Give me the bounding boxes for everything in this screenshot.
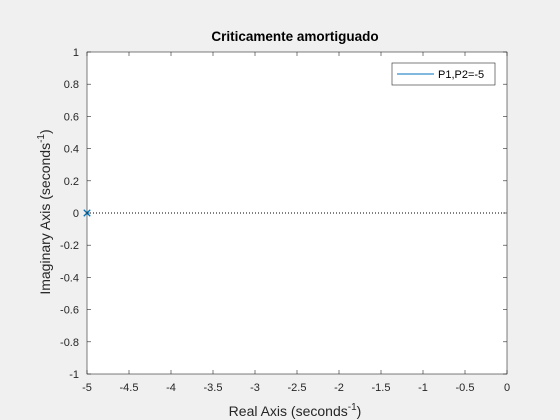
x-tick-label: 0 [504,382,510,394]
y-tick-label: 0.8 [64,79,79,91]
x-tick-label: -0.5 [456,382,475,394]
legend-label: P1,P2=-5 [438,69,484,81]
y-tick-label: 1 [73,47,79,59]
y-tick-label: 0.6 [64,111,79,123]
y-tick-label: -1 [69,369,79,381]
x-tick-label: -3 [250,382,260,394]
x-tick-label: -5 [82,382,92,394]
y-tick-label: -0.8 [60,337,79,349]
x-tick-label: -1 [418,382,428,394]
x-tick-label: -1.5 [372,382,391,394]
y-ticks: -1 -0.8 -0.6 -0.4 -0.2 0 0.2 0.4 0.6 0.8 1 [60,47,507,381]
x-tick-label: -4 [166,382,176,394]
y-axis-label: Imaginary Axis (seconds-1) [36,129,53,294]
y-tick-label: 0.2 [64,176,79,188]
y-tick-label: -0.4 [60,272,79,284]
x-tick-label: -2 [334,382,344,394]
x-tick-label: -4.5 [120,382,139,394]
x-tick-label: -2.5 [288,382,307,394]
x-tick-label: -3.5 [204,382,223,394]
legend-box [391,62,496,86]
y-tick-label: 0 [73,208,79,220]
y-tick-label: 0.4 [64,144,79,156]
x-ticks: -5 -4.5 -4 -3.5 -3 -2.5 -2 -1.5 -1 -0.5 0 [82,52,510,394]
legend: P1,P2=-5 [391,62,496,86]
y-tick-label: -0.6 [60,305,79,317]
x-axis-label: Real Axis (seconds-1) [229,402,362,419]
y-tick-label: -0.2 [60,240,79,252]
chart-title: Criticamente amortiguado [211,29,378,44]
